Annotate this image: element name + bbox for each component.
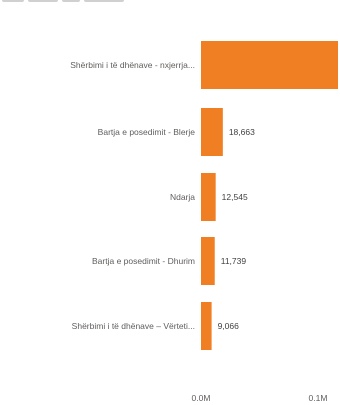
bar-3[interactable] xyxy=(201,237,215,285)
category-label-2: Ndarja xyxy=(170,192,195,202)
category-label-3: Bartja e posedimit - Dhurim xyxy=(92,256,195,266)
category-label-0: Shërbimi i të dhënave - nxjerrja... xyxy=(70,60,195,70)
bars-group xyxy=(201,41,338,350)
value-label-2: 12,545 xyxy=(222,192,248,202)
value-label-1: 18,663 xyxy=(229,127,255,137)
bar-1[interactable] xyxy=(201,108,223,156)
value-labels-group: 18,663 12,545 11,739 9,066 xyxy=(218,127,255,331)
bar-0[interactable] xyxy=(201,41,338,89)
x-ticks-group: 0.0M 0.1M xyxy=(192,393,328,403)
bar-2[interactable] xyxy=(201,173,216,221)
x-tick-label-1: 0.1M xyxy=(309,393,328,403)
x-tick-label-0: 0.0M xyxy=(192,393,211,403)
value-label-3: 11,739 xyxy=(221,256,247,266)
value-label-4: 9,066 xyxy=(218,321,240,331)
category-label-1: Bartja e posedimit - Blerje xyxy=(98,127,196,137)
title-fragment xyxy=(2,0,152,3)
bar-4[interactable] xyxy=(201,302,212,350)
category-label-4: Shërbimi i të dhënave – Vërteti... xyxy=(72,321,195,331)
category-labels-group: Shërbimi i të dhënave - nxjerrja... Bartj… xyxy=(70,60,195,331)
